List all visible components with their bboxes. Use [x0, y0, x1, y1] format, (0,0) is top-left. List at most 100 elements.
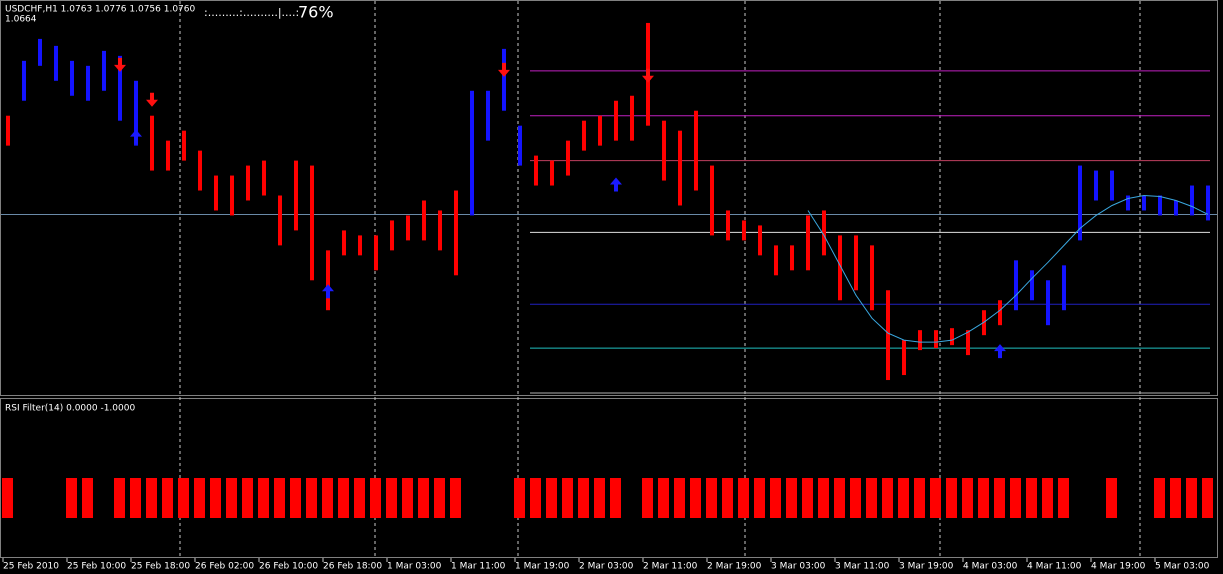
price-bar [86, 65, 90, 101]
price-bar [1078, 165, 1082, 241]
rsi-bar [578, 478, 589, 518]
price-bar [342, 230, 346, 256]
price-bar [694, 110, 698, 191]
rsi-bar [1170, 478, 1181, 518]
price-bar [726, 210, 730, 241]
sell-arrow [642, 68, 654, 83]
rsi-bar [594, 478, 605, 518]
sell-arrow [498, 62, 510, 77]
price-bar [1110, 170, 1114, 201]
buy-arrow [610, 177, 622, 192]
rsi-bar [658, 478, 669, 518]
rsi-bar [210, 478, 221, 518]
price-bar [774, 245, 778, 276]
rsi-bar [306, 478, 317, 518]
price-bar [214, 175, 218, 211]
price-bar [1174, 200, 1178, 216]
price-bar [502, 48, 506, 111]
rsi-bar [450, 478, 461, 518]
rsi-bar [386, 478, 397, 518]
x-tick-label: 25 Feb 10:00 [67, 562, 126, 572]
price-bar [390, 220, 394, 251]
price-bar [38, 38, 42, 66]
x-tick-label: 2 Mar 03:00 [579, 562, 634, 572]
price-bar [182, 130, 186, 161]
rsi-bar [546, 478, 557, 518]
x-tick-label: 1 Mar 11:00 [451, 562, 506, 572]
rsi-bar [642, 478, 653, 518]
price-bar [1206, 185, 1210, 221]
x-tick-label: 26 Feb 18:00 [323, 562, 382, 572]
price-bar [790, 245, 794, 271]
rsi-bar [1042, 478, 1053, 518]
moving-average [807, 195, 1209, 343]
price-bar [1142, 195, 1146, 211]
rsi-bar [434, 478, 445, 518]
price-bar [150, 115, 154, 171]
price-bar [582, 120, 586, 151]
x-tick-label: 25 Feb 18:00 [131, 562, 190, 572]
rsi-bar [834, 478, 845, 518]
rsi-bar [290, 478, 301, 518]
x-tick-label: 4 Mar 11:00 [1027, 562, 1082, 572]
x-tick-label: 1 Mar 19:00 [515, 562, 570, 572]
x-tick-label: 26 Feb 10:00 [259, 562, 318, 572]
price-bar [1046, 280, 1050, 326]
price-bar [822, 210, 826, 256]
price-bar [310, 165, 314, 281]
price-bar [1062, 265, 1066, 311]
rsi-bar [530, 478, 541, 518]
rsi-bar [2, 478, 13, 518]
price-bar [902, 340, 906, 376]
buy-arrow [994, 344, 1006, 359]
rsi-bar [770, 478, 781, 518]
price-bar [598, 115, 602, 146]
price-bar [326, 250, 330, 311]
price-bar [934, 330, 938, 349]
price-bar [758, 225, 762, 256]
rsi-bar [258, 478, 269, 518]
rsi-bar [514, 478, 525, 518]
x-tick-label: 2 Mar 19:00 [707, 562, 762, 572]
price-bar [1014, 260, 1018, 311]
rsi-bar [178, 478, 189, 518]
price-bar [678, 130, 682, 206]
indicator-panel [0, 398, 1218, 558]
price-bar [22, 60, 26, 101]
price-bar [806, 215, 810, 271]
price-bar [246, 165, 250, 201]
price-bar [374, 235, 378, 271]
rsi-bar [242, 478, 253, 518]
rsi-bar [402, 478, 413, 518]
rsi-bar [706, 478, 717, 518]
rsi-bar [866, 478, 877, 518]
x-tick-label: 3 Mar 11:00 [835, 562, 890, 572]
rsi-bar [82, 478, 93, 518]
sell-arrow [146, 92, 158, 107]
price-bar [614, 100, 618, 141]
price-bar [422, 200, 426, 241]
price-bar [518, 125, 522, 166]
price-bar [134, 80, 138, 146]
price-bar [998, 300, 1002, 326]
x-tick-label: 25 Feb 2010 [3, 562, 59, 572]
price-bar [6, 115, 10, 146]
price-bar [854, 235, 858, 291]
price-bar [742, 220, 746, 241]
rsi-bar [930, 478, 941, 518]
price-bar [358, 235, 362, 256]
rsi-bar [978, 478, 989, 518]
buy-arrow [130, 129, 142, 144]
price-bar [950, 328, 954, 346]
rsi-bar [754, 478, 765, 518]
rsi-bar [674, 478, 685, 518]
price-bar [1126, 195, 1130, 211]
price-bar [262, 160, 266, 196]
price-bar [166, 140, 170, 171]
price-bar [1158, 195, 1162, 216]
rsi-bar [802, 478, 813, 518]
price-bar [870, 245, 874, 311]
rsi-bar [722, 478, 733, 518]
price-bar [406, 215, 410, 241]
